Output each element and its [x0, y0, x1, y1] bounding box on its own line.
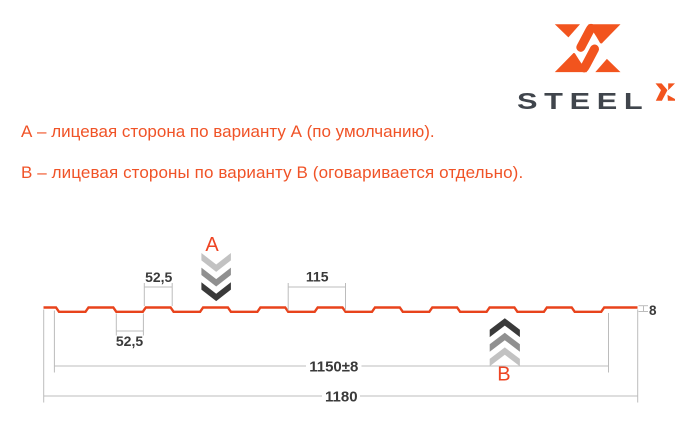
svg-text:А: А [205, 234, 219, 256]
svg-text:115: 115 [306, 269, 329, 285]
svg-text:В: В [497, 363, 510, 385]
svg-text:52,5: 52,5 [145, 269, 172, 285]
svg-text:8: 8 [649, 303, 657, 318]
svg-text:52,5: 52,5 [116, 333, 143, 349]
svg-text:1180: 1180 [325, 389, 358, 406]
svg-text:1150±8: 1150±8 [309, 359, 358, 376]
